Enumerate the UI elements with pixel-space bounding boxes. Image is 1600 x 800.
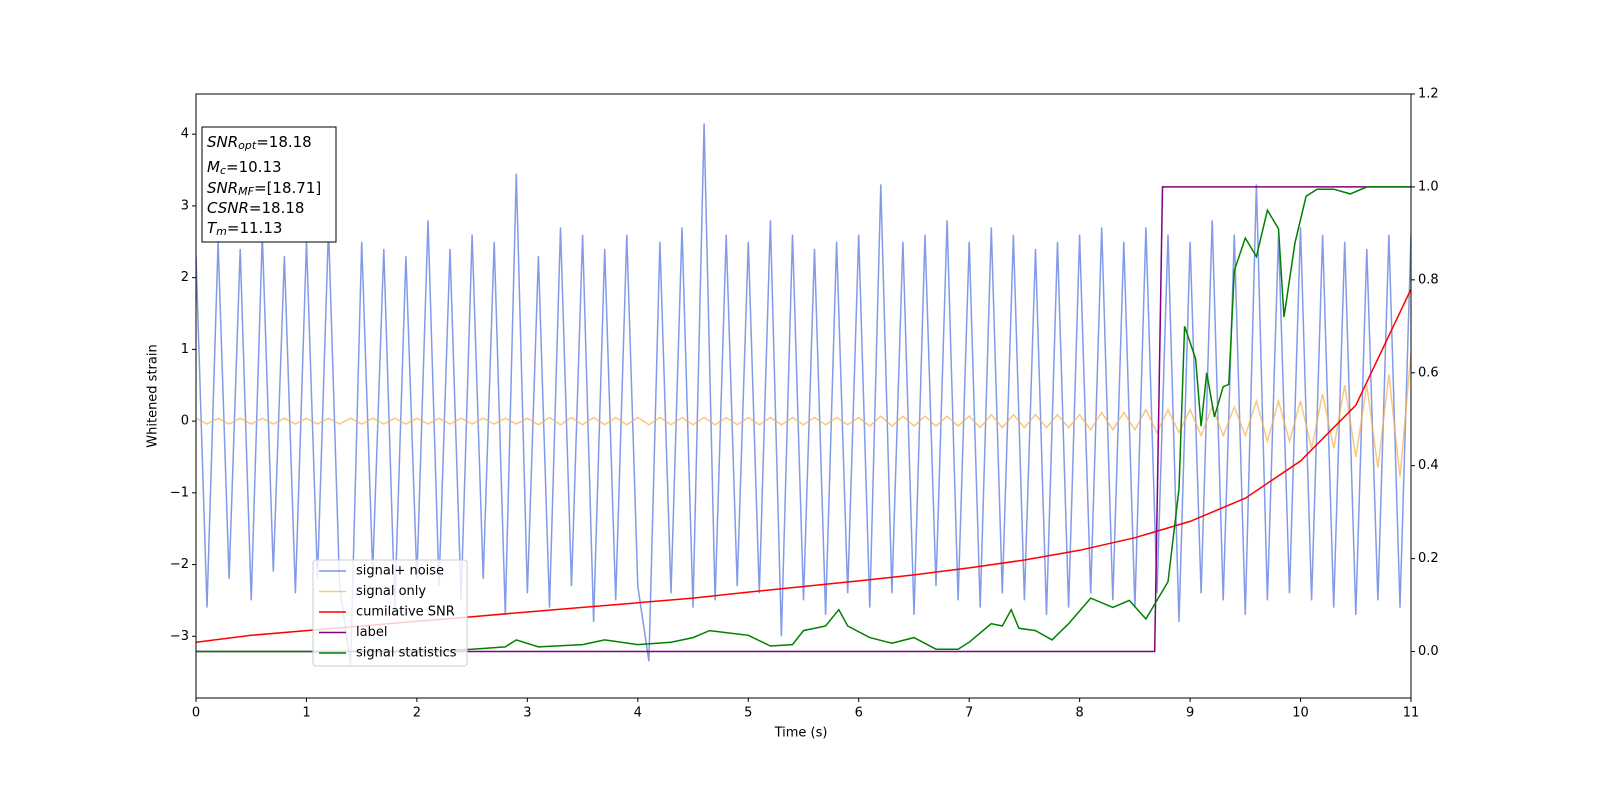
y-tick-label: 4 [181, 127, 189, 142]
annotation: Mc=10.13 [207, 158, 282, 178]
y2-tick-label: 0.2 [1418, 551, 1439, 566]
y2-tick-label: 0.8 [1418, 272, 1439, 287]
series-line [196, 123, 1411, 666]
annotation: SNRopt=18.18 [207, 133, 312, 153]
annotation-part: =[18.71] [254, 179, 321, 197]
annotation-part: =10.13 [226, 158, 282, 176]
annotation-part: SNR [207, 133, 238, 151]
annotation-part: m [216, 225, 227, 238]
annotation-part: SNR [207, 179, 238, 197]
x-axis-label: Time (s) [774, 726, 828, 741]
x-tick-label: 5 [744, 706, 752, 721]
annotation-part: c [220, 164, 226, 177]
annotation-part: CSNR [207, 199, 249, 217]
legend-label: label [356, 625, 387, 640]
annotation-part: opt [238, 139, 257, 152]
annotation-part: M [207, 158, 220, 176]
y-tick-label: −3 [170, 629, 189, 644]
annotation-part: =18.18 [249, 199, 305, 217]
y2-tick-label: 0.0 [1418, 644, 1439, 659]
y-tick-label: 2 [181, 270, 189, 285]
annotation: Tm=11.13 [207, 219, 282, 239]
x-tick-label: 7 [965, 706, 973, 721]
annotation: CSNR=18.18 [207, 199, 304, 217]
annotation-part: MF [238, 185, 254, 198]
legend-label: signal+ noise [356, 564, 444, 579]
legend-label: signal statistics [356, 646, 457, 661]
y-tick-label: 3 [181, 198, 189, 213]
annotation-box [201, 126, 337, 243]
annotation-part: =11.13 [227, 219, 283, 237]
x-tick-label: 8 [1075, 706, 1083, 721]
legend-box [312, 559, 468, 667]
x-tick-label: 1 [302, 706, 310, 721]
x-tick-label: 0 [192, 706, 200, 721]
y2-tick-label: 0.4 [1418, 458, 1439, 473]
y-tick-label: −2 [170, 557, 189, 572]
series-line [196, 352, 1411, 478]
y2-tick-label: 1.2 [1418, 87, 1439, 102]
series-line [196, 186, 1411, 653]
legend-label: signal only [356, 584, 426, 599]
x-tick-label: 11 [1403, 706, 1420, 721]
x-tick-label: 4 [634, 706, 642, 721]
x-tick-label: 10 [1292, 706, 1309, 721]
series-line [196, 186, 1411, 653]
y2-tick-label: 0.6 [1418, 365, 1439, 380]
y-tick-label: 1 [181, 342, 189, 357]
x-tick-label: 9 [1186, 706, 1194, 721]
annotation-part: =18.18 [256, 133, 312, 151]
y-tick-label: −1 [170, 485, 189, 500]
x-tick-label: 3 [523, 706, 531, 721]
y-axis-label: Whitened strain [146, 344, 161, 447]
x-tick-label: 2 [413, 706, 421, 721]
annotation: SNRMF=[18.71] [207, 179, 321, 199]
plot-frame [195, 93, 1412, 699]
y-tick-label: 0 [181, 414, 189, 429]
legend-label: cumilative SNR [356, 605, 455, 620]
x-tick-label: 6 [855, 706, 863, 721]
annotation-part: T [207, 219, 218, 237]
y2-tick-label: 1.0 [1418, 179, 1439, 194]
